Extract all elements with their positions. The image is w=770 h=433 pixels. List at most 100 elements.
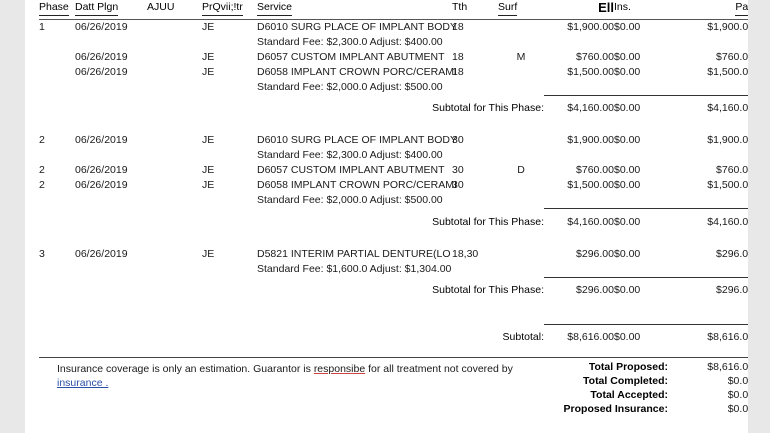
cell-phase: 2 [39,179,45,191]
table-row[interactable]: 2 06/26/2019 JE D6057 CUSTOM IMPLANT ABUTME… [39,163,748,178]
totals-value: $0.00 [727,375,748,387]
column-header-surf: Surf [498,0,544,17]
cell-tooth: 30 [452,134,464,146]
subtotal-row: Subtotal for This Phase: $4,160.00 $0.00 $4… [39,215,748,230]
totals-label: Total Completed: [583,375,668,387]
cell-phase: 2 [39,134,45,146]
table-row[interactable]: 2 06/26/2019 JE D6058 IMPLANT CROWN PORC/CE… [39,178,748,193]
cell-standard-fee-note: Standard Fee: $2,000.0 Adjust: $500.00 [257,80,443,93]
table-row[interactable]: 06/26/2019 JE D6058 IMPLANT CROWN PORC/CER… [39,65,748,80]
totals-label: Proposed Insurance: [563,403,668,415]
cell-surf [498,19,544,35]
subtotal-ins: $0.00 [614,215,641,228]
cell-ajuu [147,247,202,262]
cell-ins: $0.00 [614,20,641,33]
column-header-fee: Ell [598,0,614,15]
table-header: Phase Datt Plgn AJUU PrQvii;!tr Service … [39,0,748,17]
cell-standard-fee-note: Standard Fee: $2,300.0 Adjust: $400.00 [257,149,443,161]
cell-pat: $1,900.00 [707,134,748,146]
cell-date: 06/26/2019 [75,65,128,78]
disclaimer-part2: for all treatment not covered by [365,363,513,375]
insurance-link[interactable]: insurance . [57,377,109,389]
column-header-provider: PrQvii;!tr [202,0,257,17]
phase-spacer [39,298,748,315]
cell-ins: $0.00 [614,65,641,78]
cell-date: 06/26/2019 [75,134,128,146]
cell-service: D6057 CUSTOM IMPLANT ABUTMENT [257,164,445,176]
grand-subtotal-fee: $8,616.00 [567,331,614,343]
cell-tooth: 30 [452,179,464,191]
cell-surf [498,65,544,80]
subtotal-pat: $4,160.00 [707,102,748,114]
cell-pat: $296.00 [716,247,748,260]
footer-divider [39,357,748,358]
cell-date: 06/26/2019 [75,179,128,191]
subtotal-label: Subtotal for This Phase: [432,215,544,228]
cell-surf: M [516,50,526,63]
cell-tooth: 18 [452,20,464,33]
column-header-phase: Phase [39,0,75,17]
cell-phase: 2 [39,164,45,176]
cell-ajuu [147,19,202,35]
cell-ajuu [147,50,202,65]
table-row-note: Standard Fee: $2,300.0 Adjust: $400.00 [39,35,748,50]
table-row[interactable]: 1 06/26/2019 JE D6010 SURG PLACE OF IMPLANT… [39,19,748,35]
cell-service: D6057 CUSTOM IMPLANT ABUTMENT [257,50,445,63]
subtotal-fee: $4,160.00 [567,102,614,114]
cell-ins: $0.00 [614,134,641,146]
cell-phase: 1 [39,20,45,33]
cell-ajuu [147,65,202,80]
cell-pat: $1,900.00 [707,20,748,33]
cell-surf [498,247,544,262]
cell-surf [498,178,544,193]
table-row[interactable]: 3 06/26/2019 JE D5821 INTERIM PARTIAL DENTU… [39,247,748,262]
treatment-plan-page: Phase Datt Plgn AJUU PrQvii;!tr Service … [25,0,748,433]
cell-pat: $1,500.00 [707,179,748,191]
grand-subtotal-row: Subtotal:$8,616.00$0.00$8,616.00 [39,330,748,345]
subtotal-ins: $0.00 [614,284,641,296]
grand-subtotal-ins: $0.00 [614,331,641,343]
phase-spacer [39,116,748,133]
grand-subtotal-pat: $8,616.00 [707,331,748,343]
cell-ins: $0.00 [614,164,641,176]
column-header-ins: Ins. [614,1,631,13]
totals-value: $8,616.00 [707,361,748,373]
cell-service: D6010 SURG PLACE OF IMPLANT BODY [257,20,457,33]
cell-provider: JE [202,20,215,33]
cell-fee: $760.00 [576,164,614,176]
subtotal-rule [39,94,748,101]
cell-fee: $1,500.00 [567,179,614,191]
cell-pat: $760.00 [716,164,748,176]
cell-service: D6058 IMPLANT CROWN PORC/CERAMI [257,65,457,78]
cell-ins: $0.00 [614,247,641,260]
table-row-note: Standard Fee: $2,300.0 Adjust: $400.00 [39,148,748,163]
column-header-date: Datt Plgn [75,0,147,17]
cell-tooth: 18 [452,50,464,63]
table-row[interactable]: 06/26/2019 JE D6057 CUSTOM IMPLANT ABUTMEN… [39,50,748,65]
subtotal-row: Subtotal for This Phase: $4,160.00 $0.00 $4… [39,101,748,116]
cell-ajuu [147,163,202,178]
footer: Insurance coverage is only an estimation… [39,357,748,415]
grand-spacer [39,315,748,324]
cell-surf [498,133,544,148]
grand-subtotal-rule [39,323,748,330]
totals-label: Total Proposed: [588,361,668,373]
totals-value: $0.00 [727,389,748,401]
disclaimer-text: Insurance coverage is only an estimation… [57,362,527,390]
disclaimer-misspelled-word: responsibe [313,363,366,375]
cell-fee: $760.00 [576,50,614,63]
cell-phase [39,65,75,80]
column-header-pat: Pat. [684,0,748,17]
disclaimer-part1: Insurance coverage is only an estimation… [57,363,314,375]
totals-value: $0.00 [727,403,748,415]
cell-fee: $1,500.00 [567,65,614,78]
cell-fee: $1,900.00 [567,134,614,146]
cell-standard-fee-note: Standard Fee: $2,000.0 Adjust: $500.00 [257,194,443,206]
totals-label: Total Accepted: [590,389,668,401]
cell-pat: $1,500.00 [707,65,748,78]
cell-tooth: 18 [452,65,464,78]
table-row[interactable]: 2 06/26/2019 JE D6010 SURG PLACE OF IMPLANT… [39,133,748,148]
totals-row: Total Completed: $0.00 [564,375,748,389]
cell-date: 06/26/2019 [75,50,128,63]
header-rule [39,17,748,20]
